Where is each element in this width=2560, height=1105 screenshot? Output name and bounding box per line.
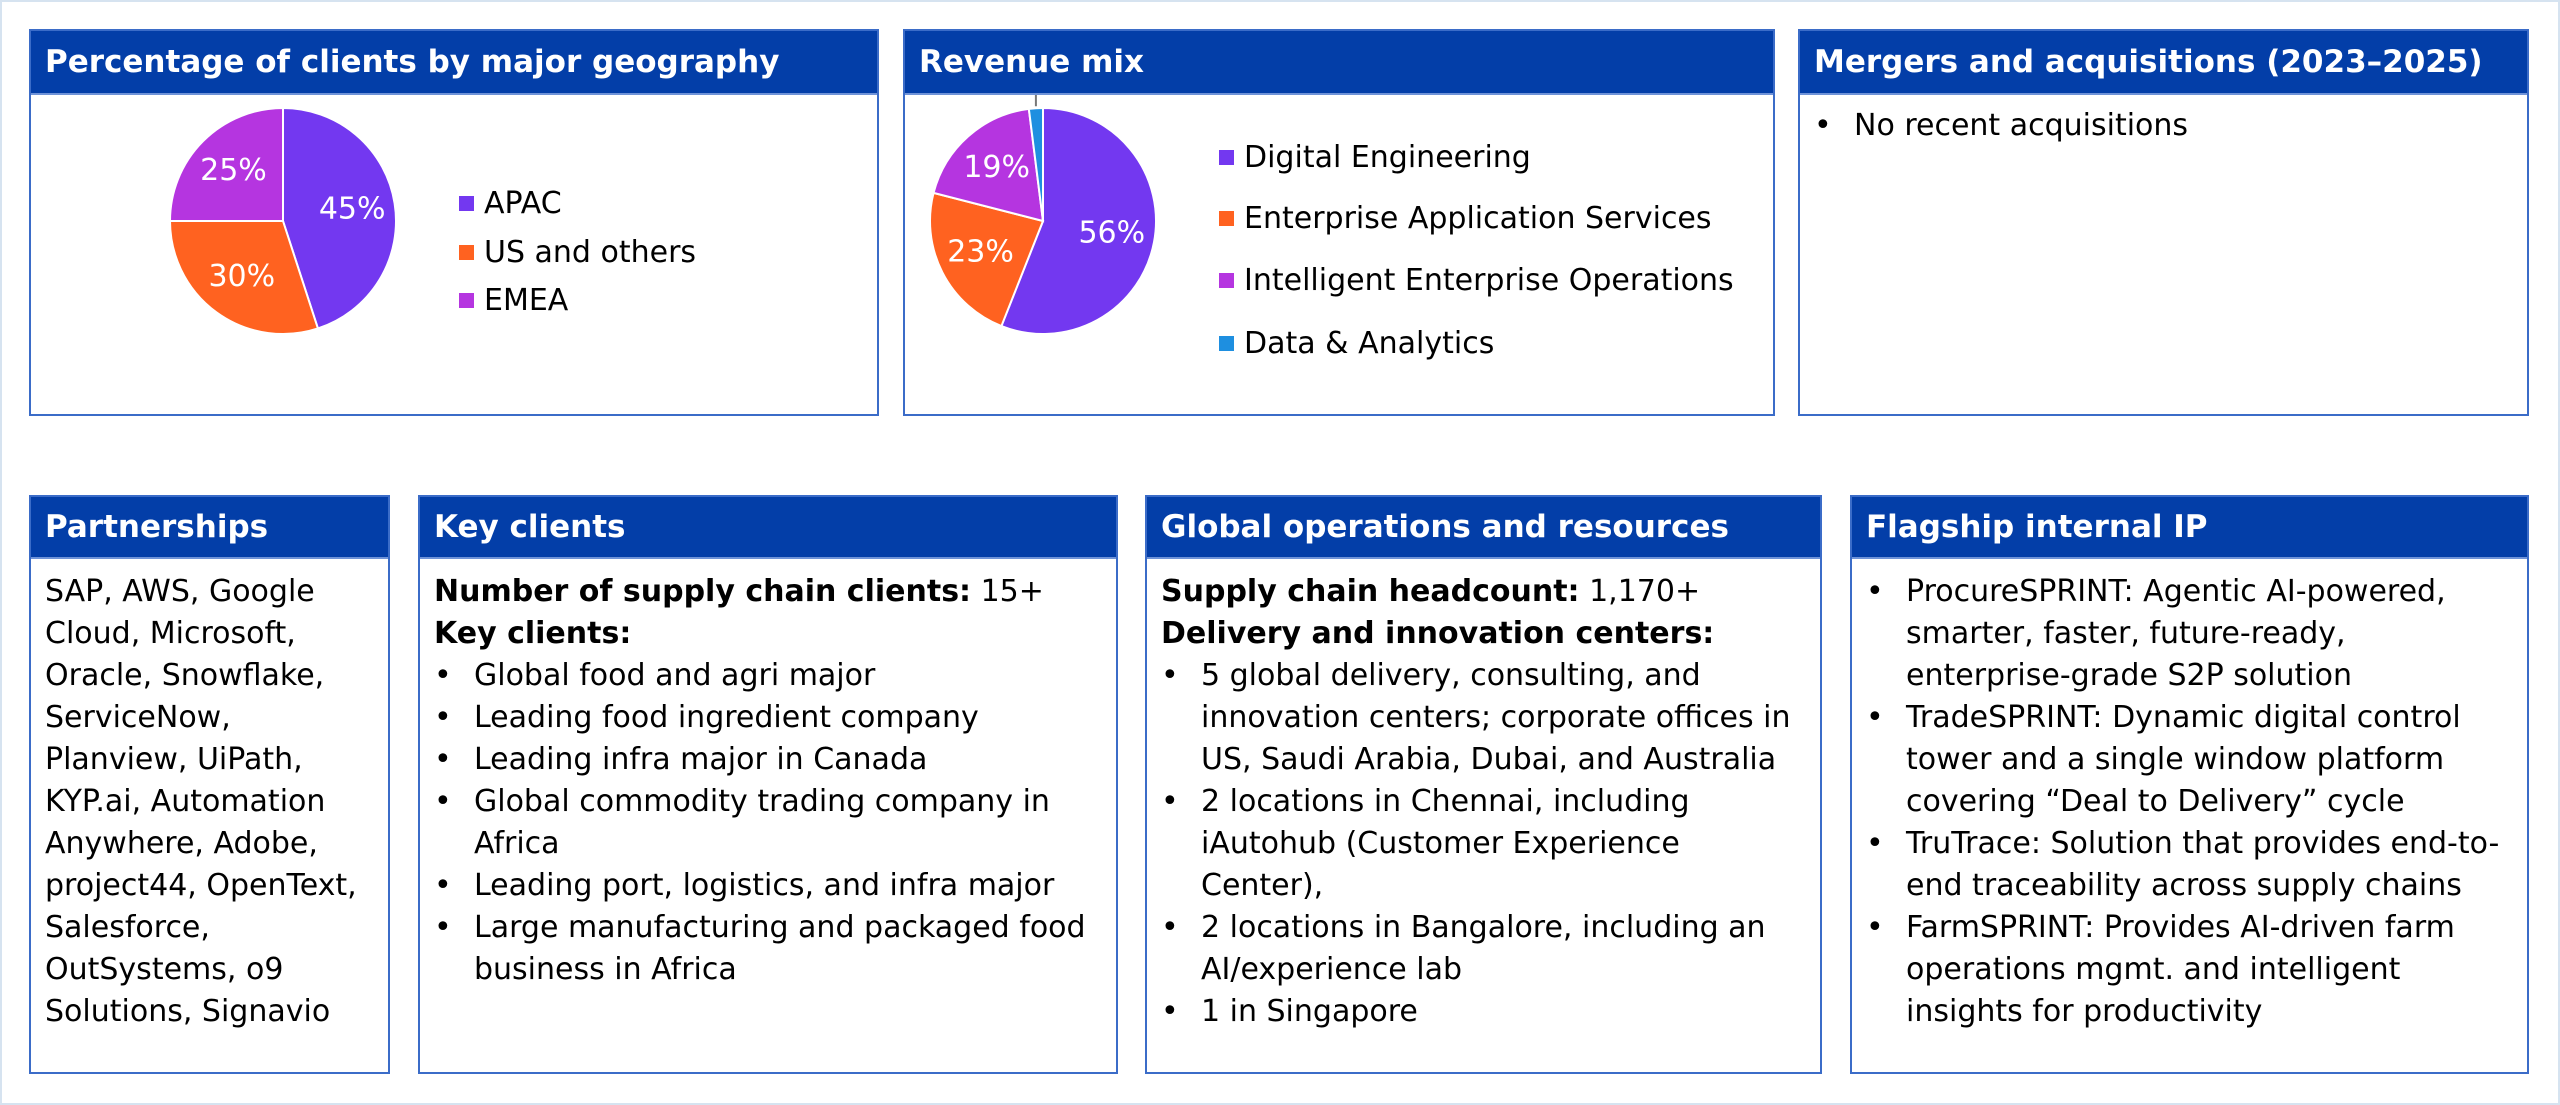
pie-slice-emea	[168, 106, 284, 222]
centers-label: Delivery and innovation centers:	[1161, 616, 1715, 651]
legend-item: EMEA	[459, 283, 568, 318]
legend-swatch	[459, 293, 474, 308]
revenue-panel: Revenue mix 56% 23% 19% 2% Digital Engineer…	[903, 29, 1775, 416]
client-count: Number of supply chain clients: 15+	[434, 574, 1044, 609]
list-item: TradeSPRINT: Dynamic digital control tow…	[1866, 697, 2513, 823]
key-clients-label: Key clients:	[434, 616, 632, 651]
panel-title: Key clients	[420, 497, 1116, 559]
list-item: Leading port, logistics, and infra major	[434, 865, 1102, 907]
panel-title: Mergers and acquisitions (2023–2025)	[1800, 31, 2527, 95]
list-item: TruTrace: Solution that provides end-to-…	[1866, 823, 2513, 907]
legend-swatch	[459, 245, 474, 260]
legend-item: US and others	[459, 235, 696, 270]
legend-label: Intelligent Enterprise Operations	[1244, 263, 1734, 298]
legend-swatch	[1219, 336, 1234, 351]
pie-slice-apac	[282, 106, 397, 330]
panel-title: Partnerships	[31, 497, 388, 559]
legend-label: Data & Analytics	[1244, 326, 1495, 361]
key-clients-panel: Key clients Number of supply chain clien…	[418, 495, 1118, 1074]
pie-slice-us-and-others	[168, 220, 320, 335]
list-item: ProcureSPRINT: Agentic AI-powered, smart…	[1866, 571, 2513, 697]
partnerships-text: SAP, AWS, Google Cloud, Microsoft, Oracl…	[45, 574, 357, 1029]
legend-label: Enterprise Application Services	[1244, 201, 1712, 236]
legend-item: Digital Engineering	[1219, 140, 1531, 175]
list-item: 1 in Singapore	[1161, 991, 1806, 1033]
legend-label: Digital Engineering	[1244, 140, 1531, 175]
pie-data-label: 2%	[962, 95, 1010, 97]
pie-slice-enterprise-application-services	[929, 191, 1045, 328]
list-item: 2 locations in Bangalore, including an A…	[1161, 907, 1806, 991]
pie-data-label: 56%	[1078, 216, 1145, 251]
pie-data-label: 30%	[208, 259, 275, 294]
headcount: Supply chain headcount: 1,170+	[1161, 574, 1701, 609]
legend-item: APAC	[459, 186, 562, 221]
legend-swatch	[1219, 150, 1234, 165]
pie-data-label: 45%	[319, 192, 386, 227]
pie-data-label: 25%	[200, 153, 267, 188]
legend-swatch	[1219, 273, 1234, 288]
list-item: FarmSPRINT: Provides AI-driven farm oper…	[1866, 907, 2513, 1033]
panel-title: Percentage of clients by major geography	[31, 31, 877, 95]
list-item: Leading food ingredient company	[434, 697, 1102, 739]
panel-title: Flagship internal IP	[1852, 497, 2527, 559]
ma-panel: Mergers and acquisitions (2023–2025) No …	[1798, 29, 2529, 416]
geography-panel: Percentage of clients by major geography…	[29, 29, 879, 416]
partnerships-panel: Partnerships SAP, AWS, Google Cloud, Mic…	[29, 495, 390, 1074]
pie-slice-data-analytics	[1027, 106, 1044, 222]
pie-data-label: 23%	[947, 234, 1014, 269]
leader-line	[1034, 95, 1037, 107]
legend-item: Intelligent Enterprise Operations	[1219, 263, 1734, 298]
legend-label: US and others	[484, 235, 697, 270]
legend-swatch	[459, 196, 474, 211]
legend-item: Data & Analytics	[1219, 326, 1494, 361]
panel-title: Revenue mix	[905, 31, 1773, 95]
geography-pie-chart: 45% 30% 25%	[168, 106, 397, 335]
legend-swatch	[1219, 211, 1234, 226]
revenue-pie-chart: 56% 23% 19% 2%	[929, 95, 1157, 335]
list-item: No recent acquisitions	[1814, 105, 2513, 147]
global-ops-panel: Global operations and resources Supply c…	[1145, 495, 1822, 1074]
pie-slice-digital-engineering	[1000, 106, 1157, 335]
pie-data-label: 19%	[963, 150, 1030, 185]
list-item: Global commodity trading company in Afri…	[434, 781, 1102, 865]
legend-label: APAC	[484, 186, 562, 221]
list-item: 2 locations in Chennai, including iAutoh…	[1161, 781, 1806, 907]
list-item: 5 global delivery, consulting, and innov…	[1161, 655, 1806, 781]
legend-item: Enterprise Application Services	[1219, 201, 1712, 236]
legend-label: EMEA	[484, 283, 569, 318]
list-item: Large manufacturing and packaged food bu…	[434, 907, 1102, 991]
pie-slice-intelligent-enterprise-operations	[932, 107, 1045, 223]
list-item: Leading infra major in Canada	[434, 739, 1102, 781]
flagship-ip-panel: Flagship internal IP ProcureSPRINT: Agen…	[1850, 495, 2529, 1074]
list-item: Global food and agri major	[434, 655, 1102, 697]
panel-title: Global operations and resources	[1147, 497, 1820, 559]
